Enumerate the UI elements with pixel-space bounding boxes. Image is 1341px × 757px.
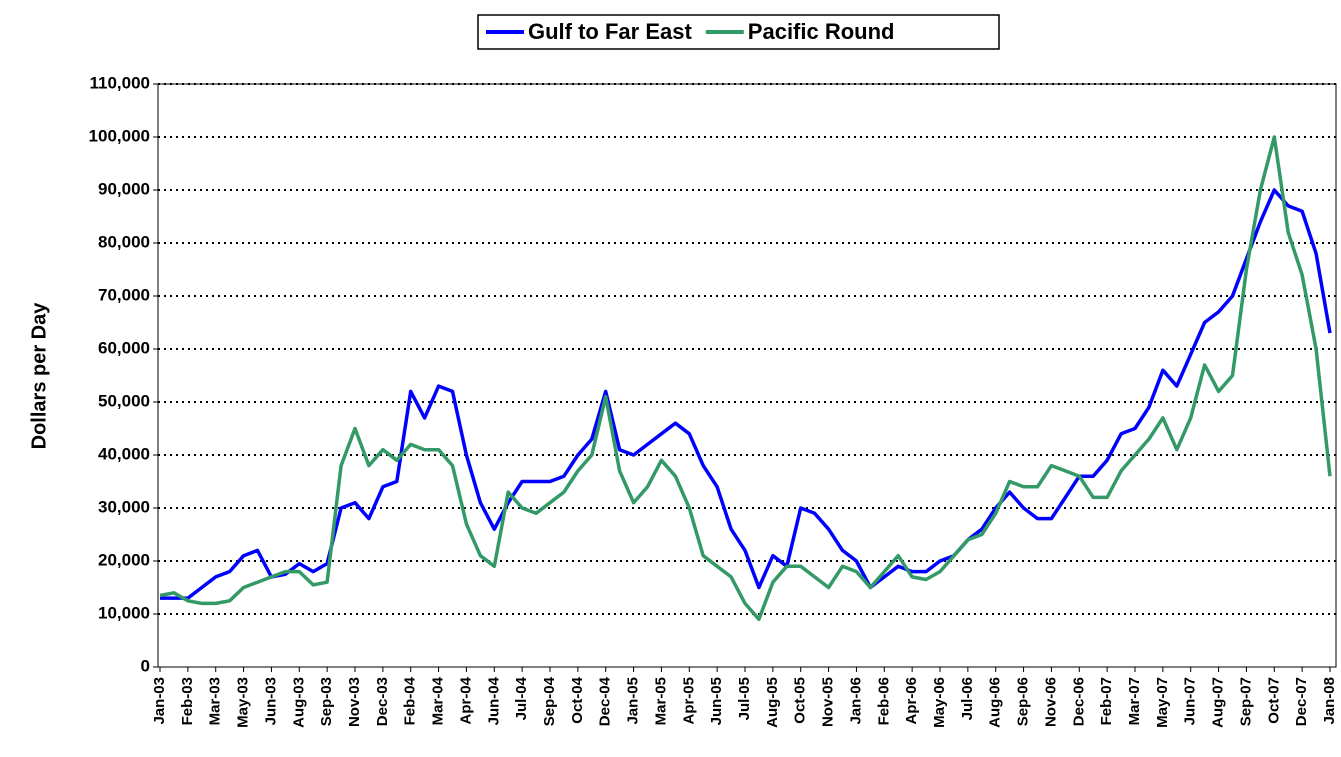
y-tick-label: 60,000 [98, 338, 150, 357]
y-tick-label: 110,000 [89, 73, 150, 92]
line-series [159, 135, 1332, 622]
y-tick-label: 70,000 [98, 285, 150, 304]
y-tick-label: 10,000 [98, 603, 150, 622]
x-tick-label: Jan-06 [847, 677, 864, 725]
x-tick-label: Jul-06 [959, 677, 976, 720]
x-tick-label: Dec-06 [1070, 677, 1087, 726]
x-tick-label: Feb-07 [1098, 677, 1115, 725]
x-tick-label: Mar-03 [207, 677, 224, 725]
legend-label: Gulf to Far East [528, 19, 692, 44]
x-tick-label: Jul-04 [513, 676, 530, 720]
x-tick-label: May-06 [931, 677, 948, 728]
x-tick-label: Mar-04 [430, 676, 447, 725]
x-tick-label: Aug-05 [764, 677, 781, 728]
x-tick-label: Apr-05 [680, 677, 697, 725]
y-tick-label: 50,000 [98, 391, 150, 410]
y-tick-label: 40,000 [98, 444, 150, 463]
x-tick-label: Nov-05 [820, 677, 837, 727]
x-tick-label: Sep-04 [541, 676, 558, 726]
y-tick-label: 20,000 [98, 550, 150, 569]
x-tick-label: Feb-04 [402, 676, 419, 725]
x-tick-label: Apr-06 [903, 677, 920, 725]
x-tick-label: Jun-03 [262, 677, 279, 725]
x-tick-label: Jul-05 [736, 677, 753, 720]
x-tick-label: Jun-05 [708, 677, 725, 725]
x-tick-label: Aug-06 [987, 677, 1004, 728]
line-series [160, 188, 1332, 600]
x-tick-label: Jun-04 [485, 676, 502, 725]
x-tick-label: Dec-04 [597, 676, 614, 726]
legend-label: Pacific Round [748, 19, 895, 44]
plot-border [157, 83, 1337, 668]
y-tick-label: 80,000 [98, 232, 150, 251]
x-tick-label: Feb-03 [179, 677, 196, 725]
x-tick-label: Sep-03 [318, 677, 335, 726]
x-tick-label: Oct-04 [569, 676, 586, 723]
x-tick-label: Jan-05 [625, 677, 642, 725]
y-axis-title: Dollars per Day [28, 302, 50, 450]
x-tick-label: Sep-06 [1015, 677, 1032, 726]
x-tick-label: Oct-07 [1265, 677, 1282, 724]
x-tick-label: Mar-07 [1126, 677, 1143, 725]
y-tick-label: 30,000 [98, 497, 150, 516]
x-tick-label: Oct-05 [792, 677, 809, 724]
x-tick-label: Nov-03 [346, 677, 363, 727]
x-tick-label: Jun-07 [1182, 677, 1199, 725]
x-tick-label: Jan-03 [151, 677, 168, 725]
x-tick-label: Mar-05 [652, 677, 669, 725]
x-tick-label: May-03 [235, 677, 252, 728]
x-tick-label: Nov-06 [1042, 677, 1059, 727]
y-tick-label: 100,000 [89, 126, 150, 145]
x-tick-label: Dec-07 [1293, 677, 1310, 726]
x-tick-label: May-07 [1154, 677, 1171, 728]
x-tick-label: Feb-06 [875, 677, 892, 725]
x-tick-label: Sep-07 [1237, 677, 1254, 726]
x-tick-label: Aug-03 [290, 677, 307, 728]
y-tick-label: 90,000 [98, 179, 150, 198]
x-tick-label: Dec-03 [374, 677, 391, 726]
y-tick-label: 0 [141, 656, 150, 675]
x-tick-label: Aug-07 [1210, 677, 1227, 728]
x-tick-label: Jan-08 [1321, 677, 1338, 725]
x-tick-label: Apr-04 [457, 676, 474, 724]
